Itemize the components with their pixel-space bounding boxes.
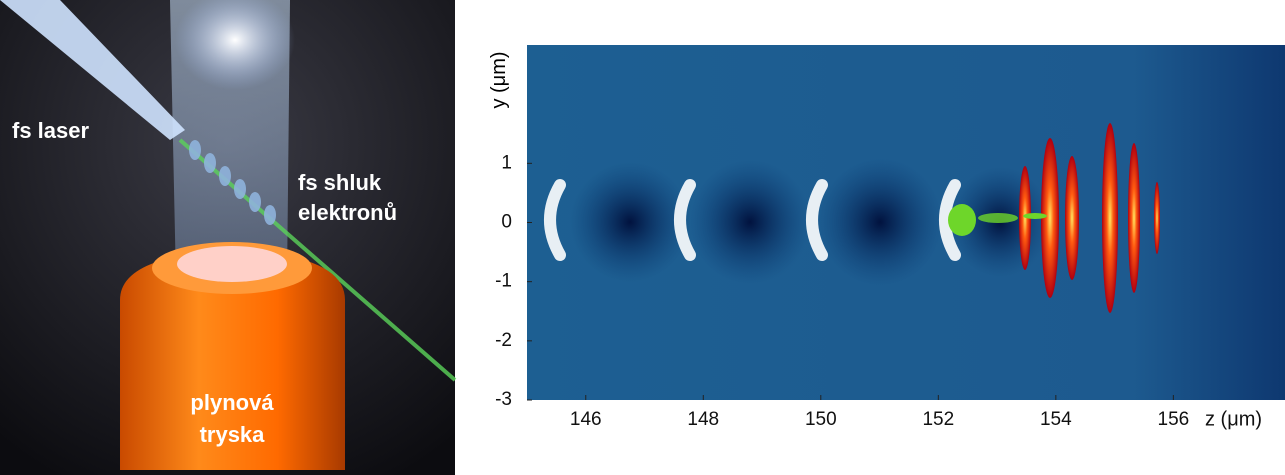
y-tick-label: -3 — [495, 389, 512, 410]
y-tick-label: 1 — [501, 152, 512, 173]
electron-bunch — [189, 140, 276, 225]
label-laser: fs laser — [12, 118, 89, 143]
x-tick-label: 148 — [687, 409, 719, 430]
x-tick-label: 156 — [1158, 409, 1190, 430]
illustration: fs laser fs shluk elektronů plynová trys… — [0, 0, 457, 475]
y-tick-label: -2 — [495, 330, 512, 351]
x-tick-label: 146 — [570, 409, 602, 430]
label-nozzle: plynová — [190, 390, 274, 415]
plot: y (μm) z (μm) — [488, 45, 1285, 430]
electrons — [948, 204, 1047, 236]
x-tick-label: 154 — [1040, 409, 1072, 430]
laser-beam — [0, 0, 185, 140]
laser-field — [1019, 123, 1160, 313]
y-tick-label: -1 — [495, 271, 512, 292]
label-bunch: elektronů — [298, 200, 397, 225]
nozzle — [120, 250, 345, 470]
label-bunch: fs shluk — [298, 170, 382, 195]
nozzle-opening — [177, 246, 287, 282]
x-axis-label: z (μm) — [1205, 408, 1262, 430]
x-tick-label: 152 — [922, 409, 954, 430]
label-nozzle: tryska — [200, 422, 266, 447]
glow — [175, 0, 295, 90]
y-axis-label: y (μm) — [488, 51, 510, 108]
y-tick-label: 0 — [501, 212, 512, 233]
x-tick-label: 150 — [805, 409, 837, 430]
density-spikes — [544, 179, 961, 261]
